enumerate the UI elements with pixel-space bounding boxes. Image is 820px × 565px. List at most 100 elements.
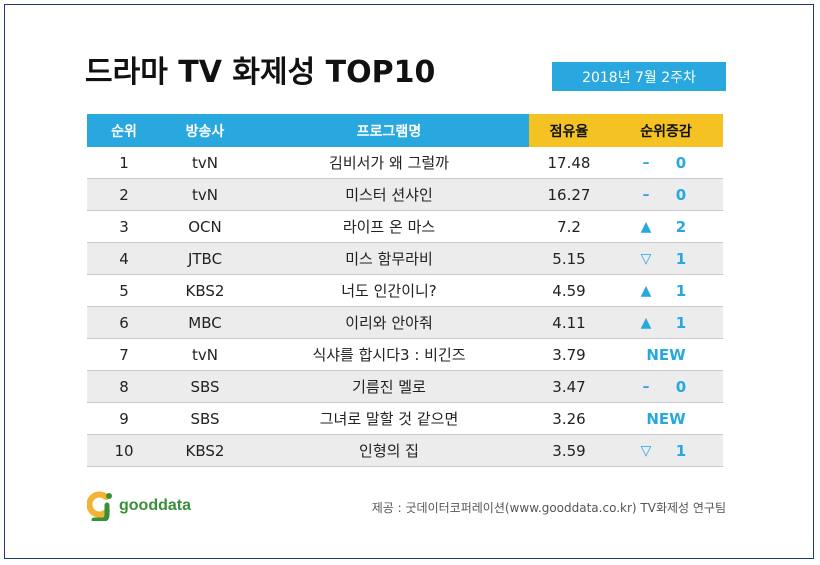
program-cell: 너도 인간이니? bbox=[249, 274, 529, 307]
channel-cell: tvN bbox=[161, 338, 249, 371]
change-value: 1 bbox=[675, 281, 687, 300]
up-triangle-icon: ▲ bbox=[640, 314, 652, 331]
channel-cell: SBS bbox=[161, 402, 249, 435]
share-cell: 4.59 bbox=[529, 274, 609, 307]
dash-icon: – bbox=[642, 154, 650, 171]
down-triangle-icon: ▽ bbox=[640, 250, 652, 267]
header-channel: 방송사 bbox=[161, 114, 249, 147]
rank-change: ▽ 1 bbox=[609, 243, 723, 274]
channel-cell: MBC bbox=[161, 306, 249, 339]
change-value: 0 bbox=[675, 185, 687, 204]
change-value: 1 bbox=[675, 441, 687, 460]
table-header-row: 순위 방송사 프로그램명 점유율 순위증감 bbox=[87, 114, 723, 147]
table-row: 6 MBC 이리와 안아줘 4.11 ▲ 1 bbox=[87, 306, 723, 339]
share-cell: 4.11 bbox=[529, 306, 609, 339]
program-cell: 기름진 멜로 bbox=[249, 370, 529, 403]
dash-icon: – bbox=[642, 378, 650, 395]
channel-cell: OCN bbox=[161, 210, 249, 243]
down-triangle-icon: ▽ bbox=[640, 442, 652, 459]
ranking-table: 순위 방송사 프로그램명 점유율 순위증감 1 tvN 김비서가 왜 그럴까 17.4… bbox=[87, 114, 723, 467]
rank-change: –0 bbox=[609, 371, 723, 402]
header-rank: 순위 bbox=[87, 114, 161, 147]
rank-change: ▽ 1 bbox=[609, 435, 723, 466]
share-cell: 5.15 bbox=[529, 242, 609, 275]
channel-cell: JTBC bbox=[161, 242, 249, 275]
table-row: 7 tvN 식샤를 합시다3 : 비긴즈 3.79 NEW bbox=[87, 338, 723, 371]
change-cell: –0 bbox=[609, 147, 723, 179]
share-cell: 17.48 bbox=[529, 147, 609, 179]
new-entry-label: NEW bbox=[646, 345, 686, 364]
rank-cell: 3 bbox=[87, 210, 161, 243]
channel-cell: tvN bbox=[161, 147, 249, 179]
table-row: 5 KBS2 너도 인간이니? 4.59 ▲ 1 bbox=[87, 274, 723, 307]
up-triangle-icon: ▲ bbox=[640, 218, 652, 235]
rank-cell: 5 bbox=[87, 274, 161, 307]
share-cell: 3.79 bbox=[529, 338, 609, 371]
channel-cell: KBS2 bbox=[161, 274, 249, 307]
share-cell: 16.27 bbox=[529, 178, 609, 211]
change-cell: NEW bbox=[609, 402, 723, 435]
dash-icon: – bbox=[642, 186, 650, 203]
table-row: 2 tvN 미스터 션샤인 16.27–0 bbox=[87, 178, 723, 211]
new-entry-label: NEW bbox=[646, 409, 686, 428]
gooddata-logo: gooddata bbox=[87, 491, 191, 521]
rank-cell: 9 bbox=[87, 402, 161, 435]
header-share: 점유율 bbox=[529, 114, 609, 147]
gooddata-g-logo-icon bbox=[87, 491, 112, 521]
rank-change: –0 bbox=[609, 147, 723, 178]
table-row: 3 OCN 라이프 온 마스 7.2 ▲ 2 bbox=[87, 210, 723, 243]
table-row: 4 JTBC 미스 함무라비 5.15 ▽ 1 bbox=[87, 242, 723, 275]
program-cell: 미스 함무라비 bbox=[249, 242, 529, 275]
rank-change: –0 bbox=[609, 179, 723, 210]
channel-cell: tvN bbox=[161, 178, 249, 211]
change-cell: –0 bbox=[609, 178, 723, 211]
rank-change: ▲ 1 bbox=[609, 307, 723, 338]
rank-cell: 4 bbox=[87, 242, 161, 275]
rank-cell: 10 bbox=[87, 434, 161, 467]
change-cell: NEW bbox=[609, 338, 723, 371]
rank-cell: 2 bbox=[87, 178, 161, 211]
table-row: 1 tvN 김비서가 왜 그럴까 17.48–0 bbox=[87, 147, 723, 179]
change-cell: –0 bbox=[609, 370, 723, 403]
header-program: 프로그램명 bbox=[249, 114, 529, 147]
period-badge: 2018년 7월 2주차 bbox=[552, 62, 726, 91]
share-cell: 7.2 bbox=[529, 210, 609, 243]
table-row: 10 KBS2 인형의 집 3.59 ▽ 1 bbox=[87, 434, 723, 467]
rank-change: NEW bbox=[609, 339, 723, 370]
change-value: 1 bbox=[675, 313, 687, 332]
change-cell: ▲ 1 bbox=[609, 274, 723, 307]
rank-cell: 7 bbox=[87, 338, 161, 371]
program-cell: 인형의 집 bbox=[249, 434, 529, 467]
share-cell: 3.26 bbox=[529, 402, 609, 435]
rank-change: ▲ 2 bbox=[609, 211, 723, 242]
change-value: 2 bbox=[675, 217, 687, 236]
channel-cell: KBS2 bbox=[161, 434, 249, 467]
rank-change: ▲ 1 bbox=[609, 275, 723, 306]
rank-cell: 1 bbox=[87, 147, 161, 179]
program-cell: 미스터 션샤인 bbox=[249, 178, 529, 211]
page-title: 드라마 TV 화제성 TOP10 bbox=[85, 55, 436, 90]
change-cell: ▲ 1 bbox=[609, 306, 723, 339]
change-value: 1 bbox=[675, 249, 687, 268]
channel-cell: SBS bbox=[161, 370, 249, 403]
share-cell: 3.47 bbox=[529, 370, 609, 403]
rank-cell: 6 bbox=[87, 306, 161, 339]
program-cell: 그녀로 말할 것 같으면 bbox=[249, 402, 529, 435]
program-cell: 이리와 안아줘 bbox=[249, 306, 529, 339]
change-cell: ▲ 2 bbox=[609, 210, 723, 243]
source-credit: 제공 : 굿데이터코퍼레이션(www.gooddata.co.kr) TV화제성… bbox=[371, 501, 726, 515]
table-row: 9 SBS 그녀로 말할 것 같으면 3.26 NEW bbox=[87, 402, 723, 435]
rank-cell: 8 bbox=[87, 370, 161, 403]
program-cell: 김비서가 왜 그럴까 bbox=[249, 147, 529, 179]
program-cell: 식샤를 합시다3 : 비긴즈 bbox=[249, 338, 529, 371]
up-triangle-icon: ▲ bbox=[640, 282, 652, 299]
change-cell: ▽ 1 bbox=[609, 434, 723, 467]
logo-wordmark: gooddata bbox=[119, 497, 191, 514]
change-value: 0 bbox=[675, 153, 687, 172]
header-change: 순위증감 bbox=[609, 114, 723, 147]
program-cell: 라이프 온 마스 bbox=[249, 210, 529, 243]
change-cell: ▽ 1 bbox=[609, 242, 723, 275]
share-cell: 3.59 bbox=[529, 434, 609, 467]
table-row: 8 SBS 기름진 멜로 3.47–0 bbox=[87, 370, 723, 403]
change-value: 0 bbox=[675, 377, 687, 396]
